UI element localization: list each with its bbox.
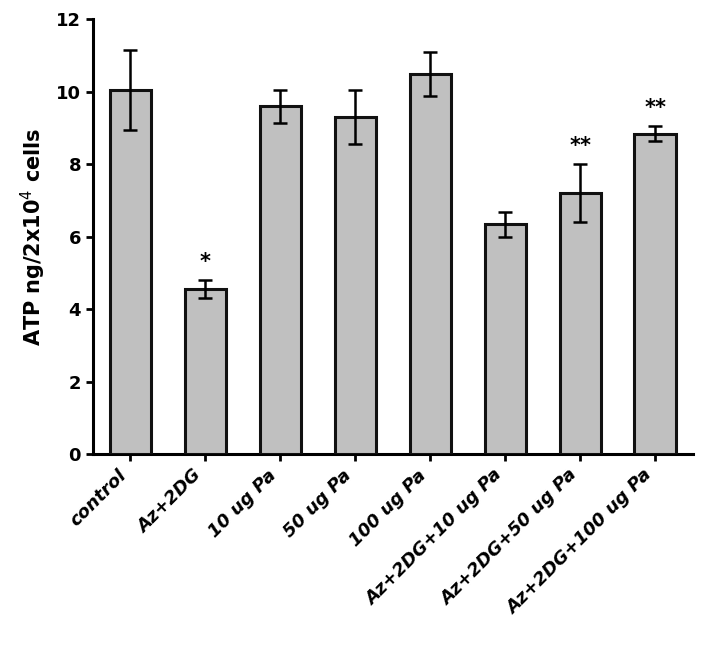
Bar xyxy=(110,90,151,454)
Bar xyxy=(485,224,526,454)
Bar xyxy=(260,106,301,454)
Bar xyxy=(635,134,675,454)
Bar xyxy=(335,117,376,454)
Y-axis label: ATP ng/2x10$^4$ cells: ATP ng/2x10$^4$ cells xyxy=(19,128,48,346)
Bar xyxy=(410,74,451,454)
Text: *: * xyxy=(200,252,211,273)
Bar xyxy=(560,193,600,454)
Text: **: ** xyxy=(644,99,666,118)
Text: **: ** xyxy=(569,136,591,156)
Bar xyxy=(185,289,226,454)
